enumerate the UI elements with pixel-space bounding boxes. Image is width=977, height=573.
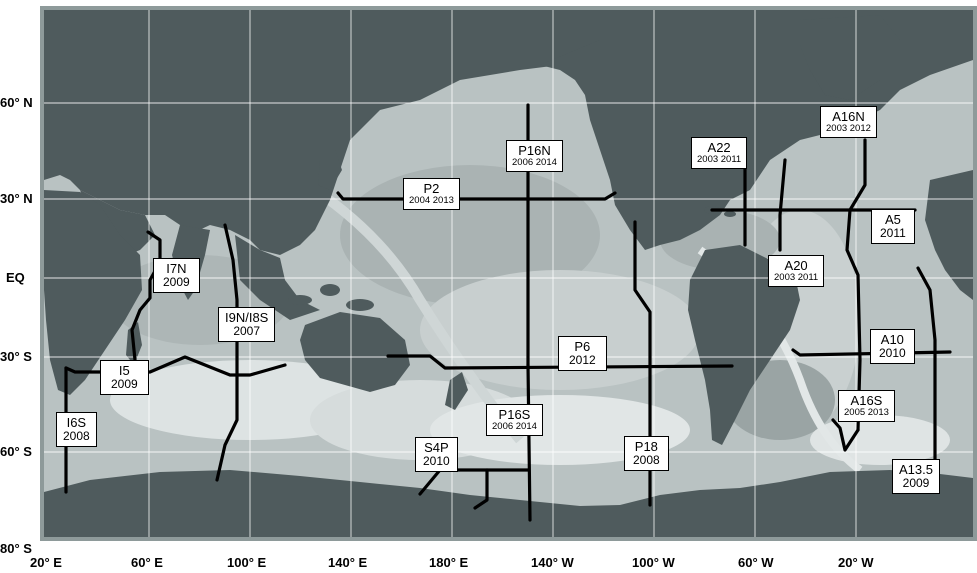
label-P6-name: P6 [574,339,591,354]
label-P16S: P16S 2006 2014 [486,404,543,437]
label-A5-name: A5 [884,212,901,227]
label-I5: I5 2009 [100,360,149,395]
label-A10-years: 2010 [879,346,906,361]
greenland [800,15,900,100]
label-P16S-years: 2006 2014 [492,421,537,433]
land-masses [44,10,973,537]
label-A10-name: A10 [880,332,904,347]
label-P2: P2 2004 2013 [403,178,460,211]
lat-tick-80s: 80° S [0,541,32,556]
label-A16N-name: A16N [832,109,865,124]
label-P18-years: 2008 [633,453,660,468]
label-A13-5: A13.5 2009 [892,459,940,494]
label-I9N-I8S: I9N/I8S 2007 [218,307,276,342]
eurasia [44,10,660,255]
cruise-sections [64,103,952,522]
label-P16N-years: 2006 2014 [512,157,557,169]
label-A16N: A16N 2003 2012 [820,106,877,139]
lon-tick-180e: 180° E [429,555,469,570]
label-A16N-years: 2003 2012 [826,123,871,135]
label-P18: P18 2008 [624,436,669,471]
label-P16N: P16N 2006 2014 [506,140,563,173]
label-P2-years: 2004 2013 [409,195,454,207]
label-I7N: I7N 2009 [153,258,200,293]
section-P18-line [633,220,652,507]
label-P2-name: P2 [423,181,440,196]
lat-tick-30s: 30° S [0,349,32,364]
label-I5-years: 2009 [111,377,138,392]
south-america [688,245,800,445]
lon-tick-60e: 60° E [131,555,163,570]
japan [318,150,342,190]
section-I5-line [64,355,287,377]
label-S4P-name: S4P [424,440,449,455]
label-A22-years: 2003 2011 [697,154,742,166]
label-A20-years: 2003 2011 [774,272,819,284]
lon-tick-20e: 20° E [30,555,62,570]
section-S4P-spur [473,468,489,510]
label-P16N-name: P16N [518,143,551,158]
label-A22: A22 2003 2011 [691,137,748,170]
label-A16S-name: A16S [850,393,883,408]
label-P6: P6 2012 [558,336,607,371]
west-africa-right [925,170,973,300]
label-I5-name: I5 [118,363,130,378]
lat-tick-30n: 30° N [0,191,33,206]
section-P2-line [336,191,617,201]
label-S4P: S4P 2010 [415,437,458,472]
label-I9N-name: I9N/I8S [225,310,269,325]
label-A135-years: 2009 [902,476,930,491]
lat-tick-eq: EQ [6,270,25,285]
section-I7N-line [130,230,162,362]
new-zealand [445,372,468,410]
label-I6S: I6S 2008 [56,412,97,447]
label-A20-name: A20 [784,258,808,273]
section-P16S-line [526,363,532,522]
australia [300,312,410,392]
label-A16S-years: 2005 2013 [844,407,889,419]
label-A5-years: 2011 [880,226,906,241]
label-P6-years: 2012 [569,353,596,368]
label-I6S-years: 2008 [63,429,90,444]
lon-tick-100e: 100° E [227,555,267,570]
section-A16N-line [845,138,867,432]
label-P16S-name: P16S [498,407,531,422]
lon-tick-100w: 100° W [632,555,675,570]
label-I7N-years: 2009 [163,275,190,290]
label-A22-name: A22 [707,140,731,155]
label-I6S-name: I6S [66,415,87,430]
label-P18-name: P18 [634,439,658,454]
label-A10: A10 2010 [870,329,915,364]
label-A135-name: A13.5 [899,462,933,477]
label-S4P-years: 2010 [423,454,450,469]
label-A16S: A16S 2005 2013 [838,390,895,423]
lon-tick-20w: 20° W [838,555,874,570]
lat-tick-60s: 60° S [0,444,32,459]
section-A20-line [778,158,787,252]
lon-tick-60w: 60° W [738,555,774,570]
section-I9N-line [215,223,239,482]
section-A16S-line [831,418,860,452]
label-I7N-name: I7N [166,261,187,276]
lon-tick-140w: 140° W [531,555,574,570]
lat-tick-60n: 60° N [0,95,33,110]
label-I9N-years: 2007 [233,324,261,339]
lon-tick-140e: 140° E [328,555,368,570]
africa [44,190,142,395]
label-A20: A20 2003 2011 [768,255,825,288]
section-A135-line [916,266,937,467]
label-A5: A5 2011 [871,209,915,244]
antarctica [44,470,973,537]
